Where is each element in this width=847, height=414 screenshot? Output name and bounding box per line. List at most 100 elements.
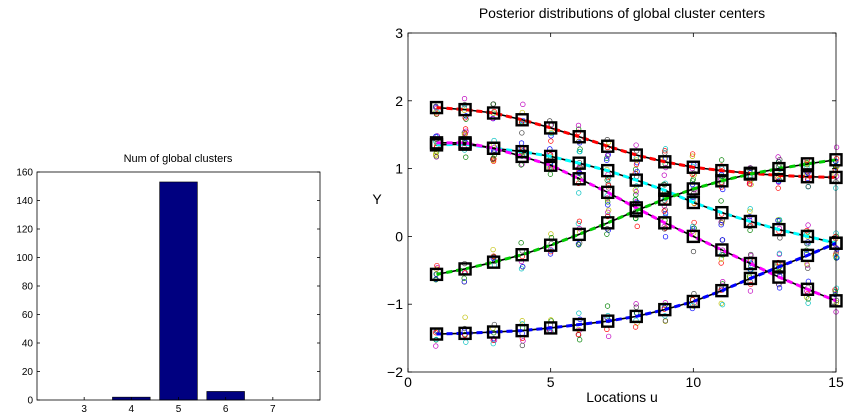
sample-point [433, 153, 440, 160]
posterior-centers-plot: Posterior distributions of global cluste… [372, 5, 844, 405]
sample-point [604, 231, 610, 237]
y-tick-label: 1 [395, 161, 403, 177]
mean-marker [686, 182, 701, 196]
mean-marker [715, 283, 729, 298]
sample-point [462, 314, 468, 320]
sample-point [718, 300, 724, 307]
y-tick-label: 40 [22, 339, 34, 350]
sample-point [691, 219, 697, 226]
mean-marker [515, 149, 529, 164]
sample-point [775, 154, 781, 160]
x-tick-label: 3 [81, 404, 87, 414]
mean-marker [686, 160, 701, 174]
mean-marker [772, 222, 786, 237]
x-tick-label: 10 [686, 374, 702, 390]
mean-marker [429, 327, 444, 341]
mean-marker [601, 185, 615, 200]
sample-point [576, 242, 582, 248]
mean-marker [515, 323, 529, 338]
sample-point [833, 254, 840, 260]
mean-marker [715, 174, 729, 188]
mean-marker [629, 148, 643, 162]
sample-point [777, 156, 783, 163]
sample-point [461, 279, 467, 285]
sample-point [433, 151, 439, 157]
x-tick-label: 6 [223, 404, 229, 414]
mean-marker [658, 155, 672, 169]
mean-marker [658, 302, 672, 317]
mean-marker [715, 205, 729, 220]
sample-point [833, 285, 840, 291]
sample-point [776, 250, 783, 256]
mean-marker [629, 203, 643, 218]
mean-marker [543, 321, 558, 335]
mean-marker [486, 141, 501, 155]
sample-point [662, 234, 669, 240]
mean-marker [686, 229, 701, 244]
sample-point [719, 157, 725, 163]
sample-point [662, 318, 669, 324]
sample-point [805, 183, 811, 190]
sample-point [576, 310, 582, 316]
sample-point [519, 342, 525, 349]
plot-frame [407, 32, 837, 373]
sample-point [690, 248, 697, 255]
sample-point [662, 146, 669, 152]
sample-point [747, 206, 753, 212]
axis-ticks: 3 4 5 6 7 0 20 40 60 80 100 120 140 160 [16, 168, 320, 414]
x-tick-label: 15 [828, 374, 844, 390]
y-tick-label: 60 [22, 310, 34, 321]
series-line [436, 142, 837, 245]
sample-point [832, 288, 838, 295]
mean-marker [601, 314, 615, 328]
y-tick-label: 140 [16, 196, 33, 207]
sample-point [577, 337, 583, 343]
sample-point [833, 144, 840, 150]
mean-marker [743, 256, 758, 271]
sample-point [463, 154, 469, 160]
sample-point [576, 218, 583, 224]
sample-point [805, 300, 811, 306]
mean-marker [601, 139, 615, 153]
cluster-count-histogram: Num of global clusters 3 4 5 6 7 0 20 40 60 80 100… [16, 153, 321, 414]
y-tick-label: 100 [16, 253, 33, 264]
mean-marker [715, 243, 729, 257]
sample-point [776, 285, 783, 291]
sample-point [463, 116, 469, 122]
mean-marker [572, 227, 586, 242]
mean-marker [543, 158, 558, 172]
sample-point [661, 208, 667, 214]
sample-point [605, 202, 611, 208]
mean-marker [572, 130, 586, 144]
mean-marker [772, 168, 786, 183]
mean-marker [515, 248, 529, 262]
mean-marker [543, 121, 558, 135]
sample-point [718, 260, 724, 266]
sample-point [605, 333, 612, 339]
sample-point [775, 185, 781, 191]
mean-marker [658, 216, 672, 230]
y-tick-label: −2 [387, 364, 403, 380]
sample-point [520, 101, 526, 107]
sample-point [463, 128, 469, 134]
y-tick-label: 160 [16, 168, 33, 179]
x-tick-label: 5 [547, 374, 555, 390]
sample-point [748, 251, 754, 258]
sample-point [689, 151, 696, 157]
sample-point [604, 152, 611, 158]
sample-point [519, 130, 525, 136]
series-line [436, 106, 837, 179]
sample-point [461, 129, 468, 136]
x-tick-label: 7 [270, 404, 276, 414]
mean-marker [800, 282, 815, 296]
sample-point [518, 140, 525, 146]
sample-point [633, 304, 639, 310]
sample-point [632, 187, 638, 193]
sample-point [490, 246, 496, 253]
mean-marker [572, 172, 586, 186]
sample-point [662, 207, 668, 213]
mean-marker [601, 216, 615, 230]
mean-marker [429, 267, 444, 282]
mean-marker [686, 195, 701, 210]
